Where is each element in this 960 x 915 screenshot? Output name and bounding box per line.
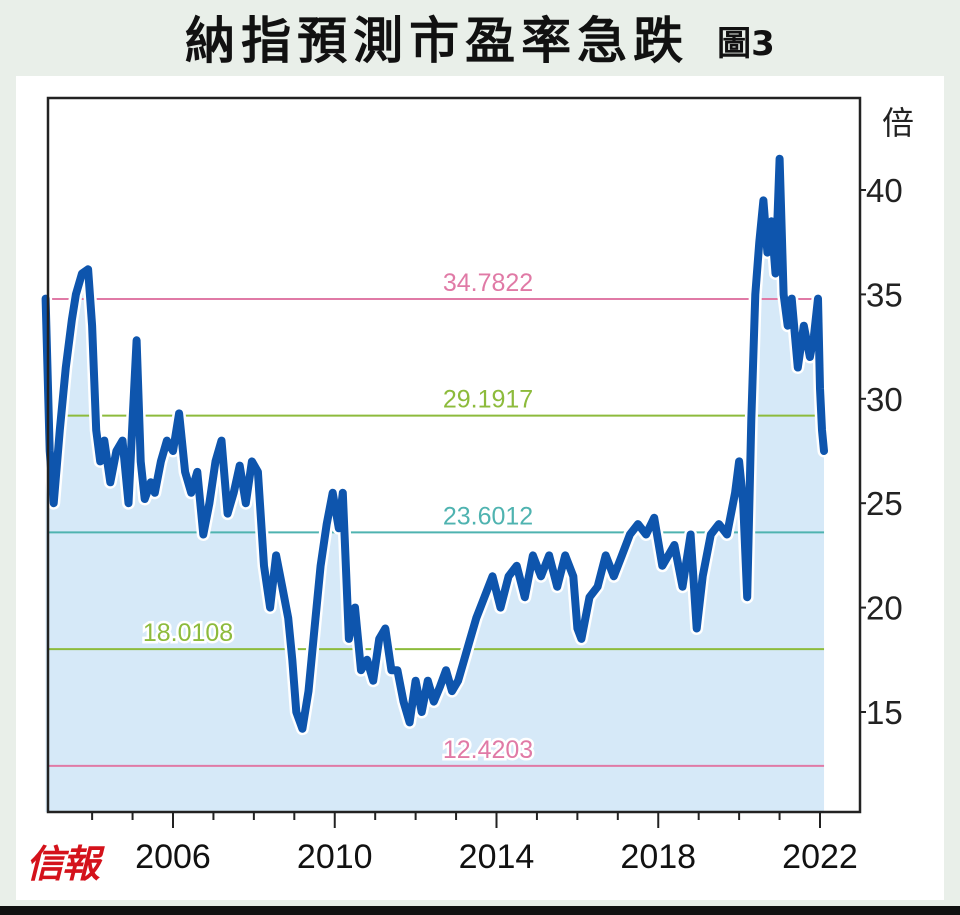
y-axis-unit: 倍 (882, 104, 914, 142)
y-tick-label: 20 (866, 590, 903, 627)
chart-title: 納指預測市盈率急跌 (185, 12, 690, 70)
reference-label: 23.6012 (443, 502, 533, 530)
x-tick-label: 2014 (459, 838, 535, 876)
x-axis: 2006 2010 2014 2018 2022 (91, 812, 858, 876)
y-axis: 15 20 25 30 35 40 (860, 172, 903, 731)
reference-label: 34.7822 (443, 269, 533, 297)
pe-line (41, 154, 828, 733)
y-tick-label: 25 (866, 485, 903, 522)
x-tick-label: 2018 (620, 838, 696, 876)
x-tick-label: 2010 (297, 838, 373, 876)
y-tick-label: 40 (866, 172, 903, 209)
reference-label: 12.4203 (443, 736, 533, 764)
brand-logo: 信報 (26, 841, 100, 886)
reference-label: 18.0108 (143, 619, 233, 647)
bottom-border (0, 906, 960, 915)
title-bar: 納指預測市盈率急跌 圖3 (0, 0, 960, 74)
reference-lines: 34.7822 29.1917 23.6012 18.0108 12.4203 (48, 266, 825, 767)
series-line (39, 152, 831, 736)
x-tick-label: 2006 (135, 838, 211, 876)
y-tick-label: 30 (866, 381, 903, 418)
figure-label: 圖3 (717, 23, 775, 64)
y-tick-label: 35 (866, 276, 903, 313)
y-tick-label: 15 (866, 694, 903, 731)
x-tick-label: 2022 (782, 838, 858, 876)
plot-frame (46, 96, 862, 814)
reference-label: 29.1917 (443, 386, 533, 414)
